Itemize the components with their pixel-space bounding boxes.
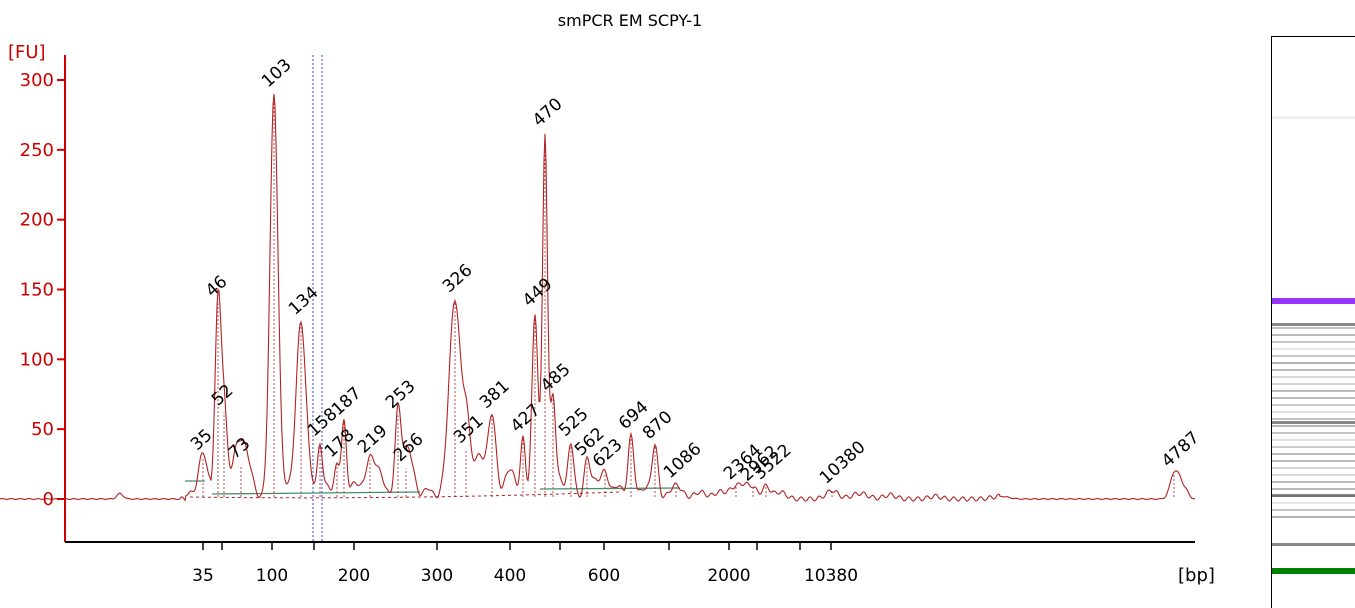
peak-label: 1086: [660, 439, 706, 483]
gel-band: [1272, 494, 1355, 497]
gel-smear-band: [1272, 495, 1355, 497]
y-axis-ticks: 0 50 100 150 200 250 300: [20, 70, 65, 510]
gel-smear-band: [1272, 418, 1355, 420]
peak-label: 4787: [1158, 428, 1204, 472]
peak-label: 449: [519, 274, 557, 311]
y-tick-label: 150: [20, 280, 54, 301]
x-tick-label: 600: [588, 566, 620, 586]
peak-label: 52: [208, 381, 237, 410]
x-tick-label: 35: [192, 566, 214, 586]
electropherogram-trace: [0, 94, 1196, 502]
peak-label: 427: [507, 400, 544, 437]
y-tick-label: 100: [20, 349, 54, 370]
gel-smear-band: [1272, 376, 1355, 378]
gel-smear-band: [1272, 502, 1355, 504]
peak-label: 35: [187, 425, 216, 454]
y-tick-label: 0: [43, 489, 54, 510]
gel-smear-band: [1272, 446, 1355, 448]
gel-smear-band: [1272, 383, 1355, 385]
baseline-segment: [539, 487, 681, 490]
peak-label: 470: [529, 94, 567, 131]
electropherogram-chart: smPCR EM SCPY-1 [FU] [bp] 0 50 100 150 200 25…: [0, 11, 1215, 586]
gel-smear-band: [1272, 411, 1355, 413]
y-tick-label: 300: [20, 70, 54, 91]
x-tick-label: 10380: [804, 566, 858, 586]
trace-group: [0, 94, 1196, 502]
gel-band: [1272, 568, 1355, 574]
gel-smear-band: [1272, 390, 1355, 392]
gel-smear-band: [1272, 327, 1355, 329]
x-axis-unit-label: [bp]: [1178, 565, 1215, 586]
baseline-curve: [189, 491, 621, 499]
gel-smear-band: [1272, 453, 1355, 455]
baseline-segments: [185, 480, 681, 499]
y-tick-label: 200: [20, 210, 54, 231]
peak-label: 326: [439, 260, 476, 297]
x-axis-ticks: 35 100 200 300 400 600 2000 10380: [192, 542, 858, 586]
peak-label: 103: [258, 55, 295, 92]
peak-label: 10380: [816, 437, 870, 488]
x-tick-label: 400: [494, 566, 526, 586]
peak-label: 219: [354, 421, 391, 458]
peak-label: 381: [476, 376, 513, 413]
gel-smear-band: [1272, 439, 1355, 441]
peak-label: 351: [450, 411, 487, 448]
gel-band: [1272, 421, 1355, 424]
gel-smear-band: [1272, 341, 1355, 343]
peak-label: 46: [202, 272, 231, 301]
x-tick-label: 100: [256, 566, 288, 586]
gel-band: [1272, 543, 1355, 546]
gel-smear-band: [1272, 404, 1355, 406]
gel-smear-band: [1272, 334, 1355, 336]
gel-band: [1272, 116, 1355, 119]
gel-smear-band: [1272, 348, 1355, 350]
gel-smear-band: [1272, 474, 1355, 476]
chart-title: smPCR EM SCPY-1: [558, 11, 702, 30]
gel-smear-band: [1272, 516, 1355, 518]
gel-smear-band: [1272, 397, 1355, 399]
y-axis-unit-label: [FU]: [8, 42, 46, 63]
baseline-segment: [211, 491, 421, 495]
axes-group: [64, 55, 1195, 543]
gel-lane-image: [1271, 36, 1355, 608]
x-tick-label: 300: [421, 566, 453, 586]
gel-smear-band: [1272, 362, 1355, 364]
x-tick-label: 2000: [707, 566, 750, 586]
gel-band: [1272, 298, 1355, 304]
gel-smear-band: [1272, 425, 1355, 427]
gel-smear-band: [1272, 460, 1355, 462]
peak-label: 253: [382, 376, 419, 413]
peak-label: 485: [537, 360, 575, 397]
gel-smear-band: [1272, 481, 1355, 483]
y-tick-label: 50: [31, 419, 54, 440]
gel-smear-band: [1272, 488, 1355, 490]
gel-smear-band: [1272, 369, 1355, 371]
gel-smear-band: [1272, 509, 1355, 511]
gel-smear-band: [1272, 467, 1355, 469]
gel-smear-band: [1272, 432, 1355, 434]
peak-label: 134: [285, 283, 322, 320]
gel-smear-band: [1272, 355, 1355, 357]
peak-labels: 3546527310313415817818721925326632635138…: [187, 55, 1204, 488]
y-tick-label: 250: [20, 140, 54, 161]
gel-band: [1272, 323, 1355, 326]
x-tick-label: 200: [338, 566, 370, 586]
